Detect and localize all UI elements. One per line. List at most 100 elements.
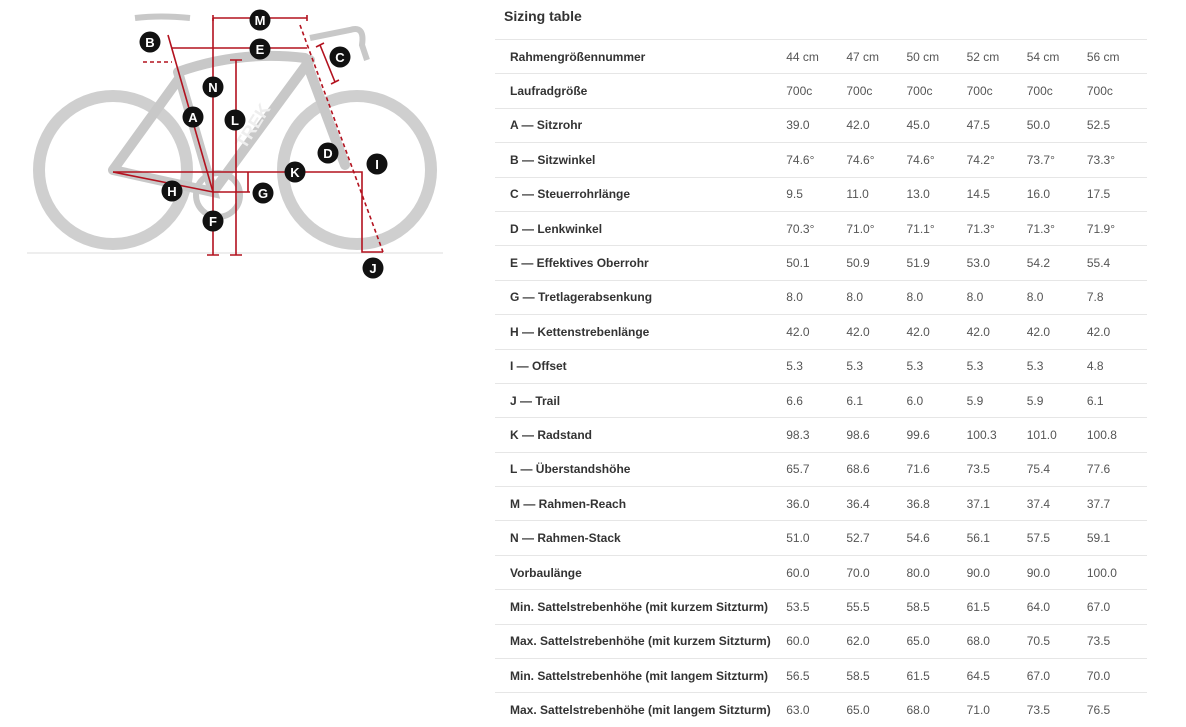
cell-value: 37.7	[1086, 486, 1147, 521]
marker-label: N	[208, 80, 217, 95]
handlebar	[309, 26, 370, 61]
cell-value: 74.6°	[786, 142, 847, 178]
cell-value: 700c	[966, 73, 1027, 109]
row-label: A — Sitzrohr	[495, 107, 787, 143]
marker-l: L	[224, 109, 246, 131]
table-row: J — Trail 6.6 6.1 6.0 5.9 5.9 6.1	[495, 382, 1147, 418]
sizing-table-title: Sizing table	[504, 8, 582, 24]
cell-value: 42.0	[846, 314, 907, 350]
cell-value: 62.0	[846, 623, 907, 659]
cell-value: 4.8	[1086, 348, 1147, 384]
cell-value: 60.0	[786, 554, 847, 590]
row-label: H — Kettenstrebenlänge	[495, 314, 787, 350]
cell-value: 65.7	[786, 451, 847, 487]
cell-value: 9.5	[786, 176, 847, 212]
cell-value: 100.0	[1086, 554, 1147, 590]
cell-value: 74.2°	[966, 142, 1027, 178]
table-row: Laufradgröße 700c 700c 700c 700c 700c 700c	[495, 73, 1147, 109]
cell-value: 64.0	[1026, 589, 1087, 625]
marker-label: H	[167, 184, 176, 199]
row-label: Min. Sattelstrebenhöhe (mit kurzem Sitzt…	[495, 589, 787, 625]
cell-value: 6.6	[786, 382, 847, 418]
cell-value: 70.0	[1086, 658, 1147, 693]
cell-value: 71.0°	[846, 210, 907, 246]
marker-g: G	[252, 182, 274, 204]
cell-value: 52.5	[1086, 107, 1147, 143]
cell-value: 5.3	[906, 348, 967, 384]
cell-value: 7.8	[1086, 279, 1147, 315]
marker-circle	[317, 142, 339, 164]
cell-value: 14.5	[966, 176, 1027, 212]
table-row: Rahmengrößennummer 44 cm 47 cm 50 cm 52 cm 54…	[495, 38, 1147, 74]
marker-label: C	[335, 50, 345, 65]
row-label: B — Sitzwinkel	[495, 142, 787, 178]
cell-value: 6.1	[846, 382, 907, 418]
marker-a: A	[182, 106, 204, 128]
row-label: D — Lenkwinkel	[495, 210, 787, 246]
cell-value: 8.0	[966, 279, 1027, 315]
marker-circle	[182, 106, 204, 128]
marker-circle	[202, 76, 224, 98]
marker-circle	[362, 257, 384, 279]
cell-value: 17.5	[1086, 176, 1147, 212]
table-row: A — Sitzrohr 39.0 42.0 45.0 47.5 50.0 52.5	[495, 107, 1147, 143]
row-label: E — Effektives Oberrohr	[495, 245, 787, 281]
cell-value: 54.2	[1026, 245, 1087, 281]
cell-value: 71.1°	[906, 210, 967, 246]
marker-label: D	[323, 146, 332, 161]
cell-value: 50 cm	[906, 38, 967, 74]
table-row: Max. Sattelstrebenhöhe (mit kurzem Sitzt…	[495, 623, 1147, 659]
row-label: I — Offset	[495, 348, 787, 384]
cell-value: 16.0	[1026, 176, 1087, 212]
table-row: G — Tretlagerabsenkung 8.0 8.0 8.0 8.0 8.0 7.8	[495, 279, 1147, 315]
row-label: Vorbaulänge	[495, 554, 787, 590]
cell-value: 36.8	[906, 486, 967, 521]
sizing-table: Rahmengrößennummer 44 cm 47 cm 50 cm 52 cm 54…	[495, 38, 1147, 727]
cell-value: 53.0	[966, 245, 1027, 281]
cell-value: 58.5	[906, 589, 967, 625]
table-row: H — Kettenstrebenlänge 42.0 42.0 42.0 42.0 42…	[495, 314, 1147, 350]
cell-value: 39.0	[786, 107, 847, 143]
cell-value: 700c	[1086, 73, 1147, 109]
row-label: G — Tretlagerabsenkung	[495, 279, 787, 315]
marker-b: B	[139, 31, 161, 53]
cell-value: 5.3	[846, 348, 907, 384]
cell-value: 65.0	[906, 623, 967, 659]
cell-value: 700c	[906, 73, 967, 109]
cell-value: 54 cm	[1026, 38, 1087, 74]
cell-value: 36.4	[846, 486, 907, 521]
rear-wheel	[33, 90, 193, 250]
marker-circle	[366, 153, 388, 175]
cell-value: 6.1	[1086, 382, 1147, 418]
cell-value: 100.8	[1086, 417, 1147, 453]
marker-i: I	[366, 153, 388, 175]
table-row: D — Lenkwinkel 70.3° 71.0° 71.1° 71.3° 71.3° 7…	[495, 210, 1147, 246]
cell-value: 75.4	[1026, 451, 1087, 487]
saddle	[134, 13, 191, 21]
cell-value: 90.0	[966, 554, 1027, 590]
row-label: K — Radstand	[495, 417, 787, 453]
row-label: Min. Sattelstrebenhöhe (mit langem Sitzt…	[495, 658, 787, 693]
marker-h: H	[161, 180, 183, 202]
table-row: I — Offset 5.3 5.3 5.3 5.3 5.3 4.8	[495, 348, 1147, 384]
bike-illustration: TREK	[27, 13, 443, 254]
cell-value: 47 cm	[846, 38, 907, 74]
cell-value: 51.9	[906, 245, 967, 281]
cell-value: 700c	[846, 73, 907, 109]
cell-value: 11.0	[846, 176, 907, 212]
cell-value: 67.0	[1026, 658, 1087, 693]
table-row: L — Überstandshöhe 65.7 68.6 71.6 73.5 75.4 77…	[495, 451, 1147, 487]
cell-value: 74.6°	[906, 142, 967, 178]
cell-value: 36.0	[786, 486, 847, 521]
row-label: Laufradgröße	[495, 73, 787, 109]
cell-value: 70.3°	[786, 210, 847, 246]
cell-value: 42.0	[1086, 314, 1147, 350]
cell-value: 61.5	[966, 589, 1027, 625]
table-row: Max. Sattelstrebenhöhe (mit langem Sitzt…	[495, 692, 1147, 727]
table-row: K — Radstand 98.3 98.6 99.6 100.3 101.0 100.8	[495, 417, 1147, 453]
cell-value: 45.0	[906, 107, 967, 143]
marker-label: F	[209, 214, 217, 229]
marker-circle	[139, 31, 161, 53]
cell-value: 56.1	[966, 520, 1027, 556]
